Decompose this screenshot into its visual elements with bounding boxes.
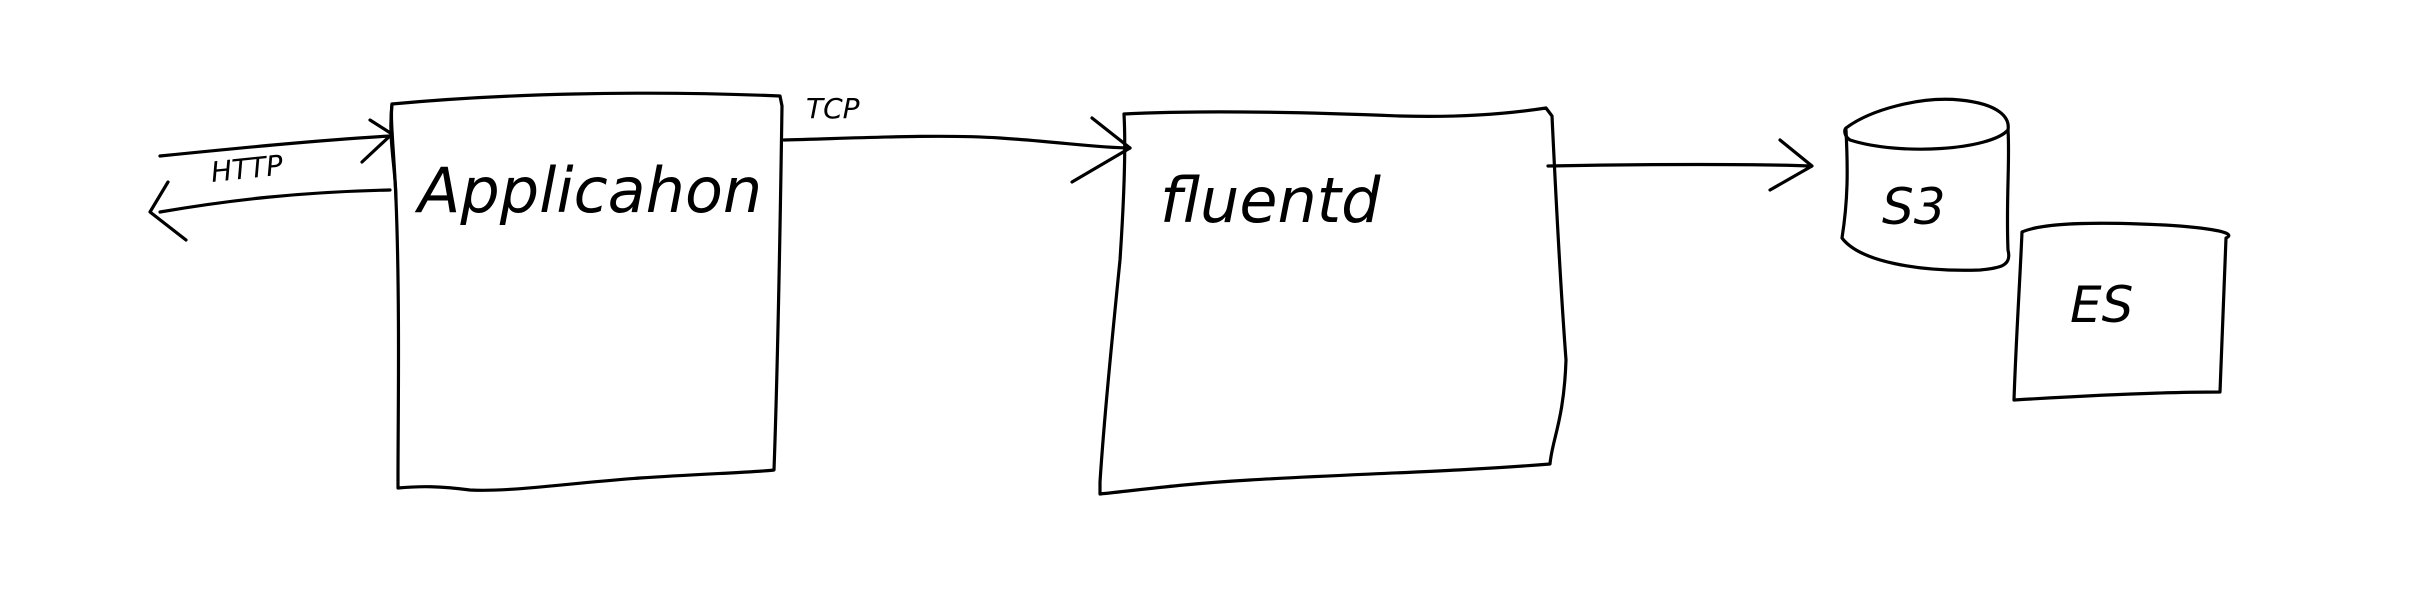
application-box-edge (389, 102, 398, 202)
http-outgoing-arrow (158, 188, 392, 214)
http-outgoing-arrowhead (148, 180, 188, 242)
s3-label: S3 (1882, 178, 1946, 236)
output-arrowhead (1768, 138, 1814, 192)
http-connection: HTTP (148, 118, 394, 242)
fluentd-node: fluentd (1098, 106, 1568, 496)
http-label: HTTP (209, 149, 284, 189)
es-label: ES (2070, 276, 2133, 334)
http-incoming-arrowhead (360, 118, 394, 164)
http-incoming-arrow (158, 134, 392, 158)
fluentd-box (1098, 106, 1568, 496)
output-arrow (1546, 162, 1812, 168)
fluentd-label: fluentd (1160, 164, 1381, 237)
s3-cylinder-body (1840, 128, 2011, 272)
application-box (389, 91, 784, 492)
tcp-arrow (782, 134, 1132, 150)
tcp-connection: TCP (782, 92, 1132, 184)
application-label: Applicahon (414, 154, 762, 227)
tcp-arrowhead (1070, 116, 1132, 184)
s3-node: S3 (1840, 97, 2011, 272)
tcp-label: TCP (806, 92, 860, 125)
output-connection (1546, 138, 1814, 192)
es-box (2012, 221, 2231, 402)
es-node: ES (2012, 221, 2231, 402)
application-node: Applicahon (389, 91, 784, 492)
s3-cylinder-top (1843, 97, 2010, 151)
